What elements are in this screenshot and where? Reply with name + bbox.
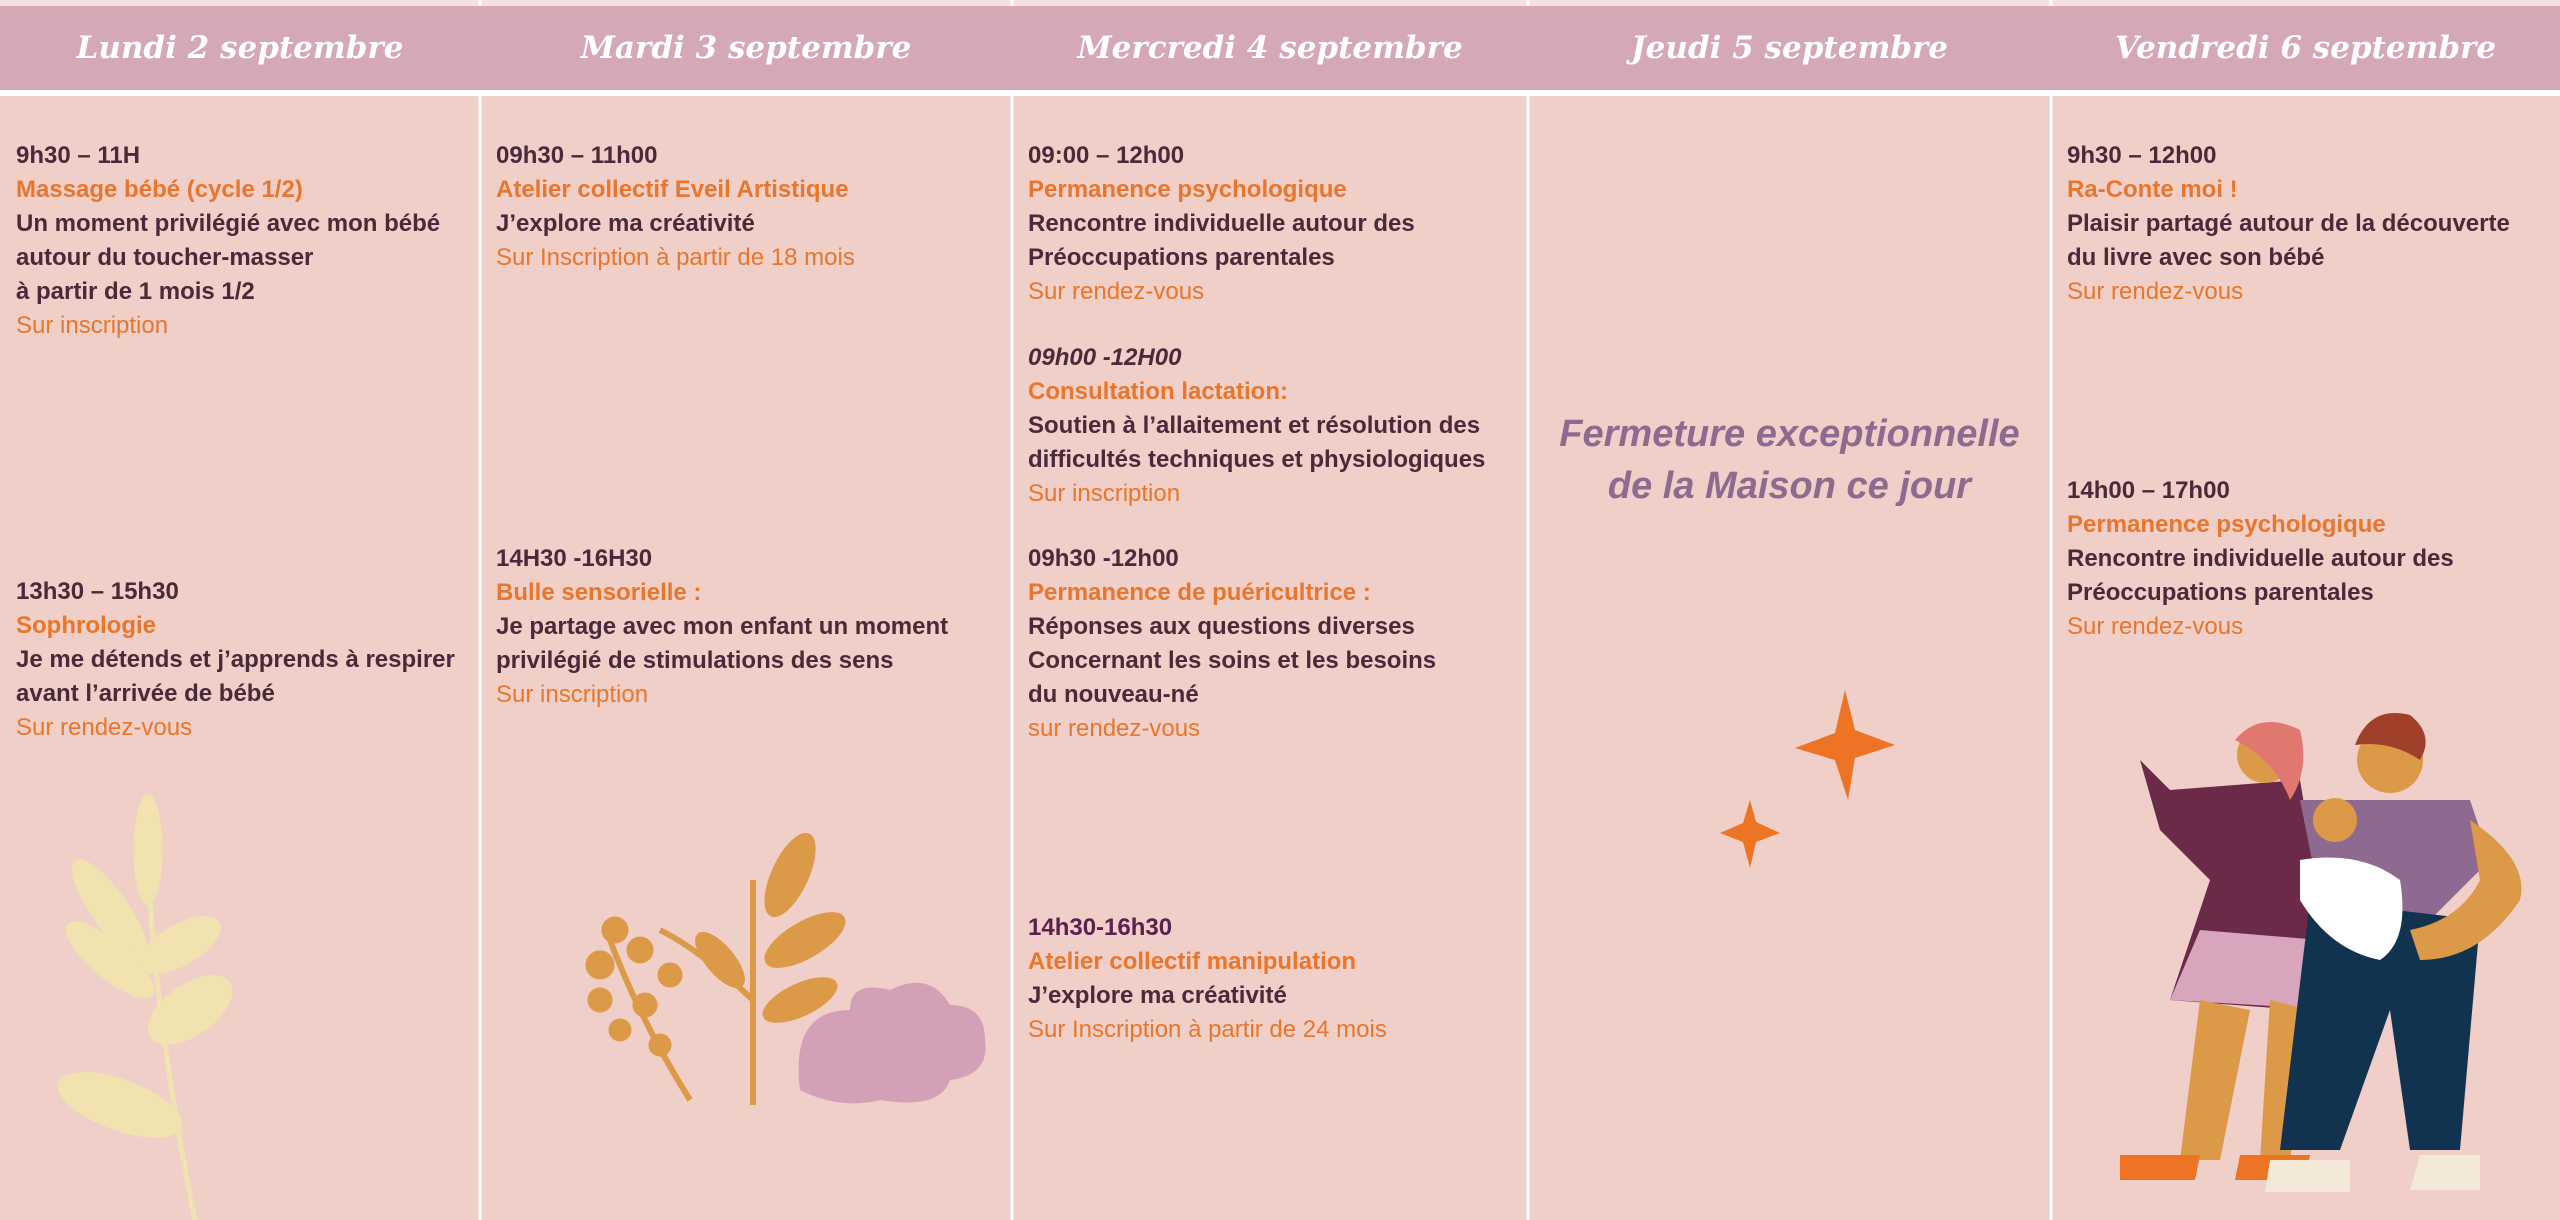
event-description: privilégié de stimulations des sens [496, 647, 894, 674]
closure-notice: Fermeture exceptionnelle de la Maison ce … [1528, 408, 2051, 512]
event-description: du livre avec son bébé [2067, 244, 2325, 271]
day-column: Mardi 3 septembre 09h30 – 11h00 Atelier co… [480, 0, 1012, 1220]
event-note: Sur rendez-vous [16, 714, 193, 741]
event-description: à partir de 1 mois 1/2 [16, 278, 255, 305]
event-title: Permanence psychologique [2067, 511, 2386, 538]
event-note: Sur inscription [1028, 480, 1181, 507]
event-note: Sur Inscription à partir de 24 mois [1028, 1016, 1387, 1043]
event-time: 09h30 -12h00 [1028, 545, 1179, 572]
event-title: Massage bébé (cycle 1/2) [16, 176, 303, 203]
event: 9h30 – 11H Massage bébé (cycle 1/2) Un mom… [16, 139, 470, 343]
event-time: 9h30 – 11H [16, 142, 141, 169]
event-note: Sur rendez-vous [2067, 613, 2244, 640]
event-description: Concernant les soins et les besoins [1028, 647, 1437, 674]
event: 13h30 – 15h30 Sophrologie Je me détends et… [16, 575, 470, 745]
event-note: Sur inscription [496, 681, 649, 708]
event-time: 09h30 – 11h00 [496, 142, 658, 169]
day-column: Mercredi 4 septembre 09:00 – 12h00 Permane… [1012, 0, 1528, 1220]
event-note: Sur Inscription à partir de 18 mois [496, 244, 855, 271]
event-description: J’explore ma créativité [496, 210, 755, 237]
event-description: Je me détends et j’apprends à respirer [16, 646, 455, 673]
event-description: Rencontre individuelle autour des [1028, 210, 1415, 237]
day-header: Jeudi 5 septembre [1528, 6, 2051, 90]
event-title: Sophrologie [16, 612, 156, 639]
event: 09h00 -12H00 Consultation lactation: Souti… [1028, 341, 1518, 511]
event-description: Un moment privilégié avec mon bébé [16, 210, 441, 237]
day-header: Mercredi 4 septembre [1012, 6, 1528, 90]
event: 14h30-16h30 Atelier collectif manipulatio… [1028, 911, 1518, 1047]
event-title: Ra-Conte moi ! [2067, 176, 2238, 203]
day-header: Mardi 3 septembre [480, 6, 1012, 90]
day-column: Lundi 2 septembre 9h30 – 11H Massage bébé … [0, 0, 480, 1220]
event-description: Je partage avec mon enfant un moment [496, 613, 949, 640]
event: 09h30 – 11h00 Atelier collectif Eveil Art… [496, 139, 1002, 275]
event-note: sur rendez-vous [1028, 715, 1201, 742]
event-title: Permanence psychologique [1028, 176, 1347, 203]
event-description: Préoccupations parentales [1028, 244, 1335, 271]
event: 9h30 – 12h00 Ra-Conte moi ! Plaisir partag… [2067, 139, 2550, 309]
event-time: 09h00 -12H00 [1028, 344, 1182, 371]
event-note: Sur rendez-vous [1028, 278, 1205, 305]
event: 14h00 – 17h00 Permanence psychologique Ren… [2067, 474, 2550, 644]
event-time: 14H30 -16H30 [496, 545, 653, 572]
event-time: 14h30-16h30 [1028, 914, 1173, 941]
event-description: avant l’arrivée de bébé [16, 680, 275, 707]
event-description: Plaisir partagé autour de la découverte [2067, 210, 2510, 237]
day-header: Lundi 2 septembre [0, 6, 480, 90]
event-title: Permanence de puéricultrice : [1028, 579, 1371, 606]
event-time: 14h00 – 17h00 [2067, 477, 2230, 504]
closure-line: Fermeture exceptionnelle [1559, 413, 2020, 455]
event-title: Atelier collectif manipulation [1028, 948, 1357, 975]
event-description: Rencontre individuelle autour des [2067, 545, 2454, 572]
event-description: du nouveau-né [1028, 681, 1199, 708]
event-description: Réponses aux questions diverses [1028, 613, 1415, 640]
event-note: Sur rendez-vous [2067, 278, 2244, 305]
event-time: 13h30 – 15h30 [16, 578, 179, 605]
event-description: J’explore ma créativité [1028, 982, 1287, 1009]
event-title: Consultation lactation: [1028, 378, 1288, 405]
event: 09h30 -12h00 Permanence de puéricultrice … [1028, 542, 1518, 746]
event-description: Soutien à l’allaitement et résolution de… [1028, 412, 1481, 439]
event-title: Bulle sensorielle : [496, 579, 702, 606]
event-time: 09:00 – 12h00 [1028, 142, 1185, 169]
event-description: difficultés techniques et physiologiques [1028, 446, 1486, 473]
event-description: autour du toucher-masser [16, 244, 314, 271]
event-note: Sur inscription [16, 312, 169, 339]
day-column: Vendredi 6 septembre 9h30 – 12h00 Ra-Conte… [2051, 0, 2560, 1220]
day-column: Jeudi 5 septembre Fermeture exceptionnell… [1528, 0, 2051, 1220]
event-title: Atelier collectif Eveil Artistique [496, 176, 849, 203]
event-time: 9h30 – 12h00 [2067, 142, 2217, 169]
event-description: Préoccupations parentales [2067, 579, 2374, 606]
event: 14H30 -16H30 Bulle sensorielle : Je partag… [496, 542, 1002, 712]
event: 09:00 – 12h00 Permanence psychologique Ren… [1028, 139, 1518, 309]
closure-line: de la Maison ce jour [1607, 465, 1972, 507]
day-header: Vendredi 6 septembre [2051, 6, 2560, 90]
